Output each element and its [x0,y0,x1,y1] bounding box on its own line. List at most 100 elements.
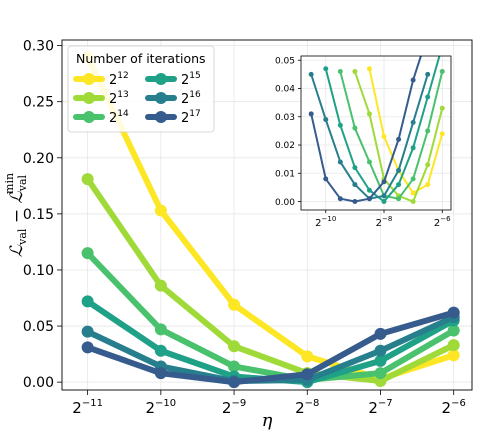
inset-x-tick-label-base: 2 [315,218,321,229]
inset-data-point [352,125,358,131]
main-x-tick-label-base: 2 [295,399,305,417]
main-data-point [81,247,94,260]
main-x-tick-label-base: 2 [222,399,232,417]
main-x-tick-label-base: 2 [72,399,82,417]
inset-data-point [381,193,387,199]
legend-entry-label-exp: 14 [117,109,129,119]
main-x-tick-label-exp: −9 [231,398,246,409]
main-x-tick-label: 2−10 [146,398,177,417]
legend-title: Number of iterations [76,51,206,66]
inset-series-3 [323,56,441,205]
y-axis-label-l1: ℒ [7,244,27,257]
inset-data-point [410,199,416,205]
legend-entry-5: 217 [145,109,201,126]
main-data-point [301,368,314,381]
legend-entry-3: 215 [145,71,201,88]
inset-data-point [396,196,402,202]
inset-plot: 0.000.010.020.030.040.05 2−10 2−8 2−6 [275,55,452,229]
main-series-group [81,50,460,389]
main-y-tick-label: 0.00 [23,375,54,391]
legend-swatch-marker [83,111,95,123]
legend-box [67,45,215,133]
inset-ticks [298,59,443,213]
inset-x-tick-label: 2−10 [315,215,336,229]
main-x-tick-label-exp: −10 [155,398,176,409]
inset-data-point [323,66,329,72]
inset-data-point [337,196,343,202]
legend-entry-label-base: 2 [109,92,117,107]
main-y-tick-labels: 0.00 0.05 0.10 0.15 0.20 0.25 0.30 [23,39,54,392]
inset-data-point [410,190,416,196]
main-data-point [228,340,241,353]
inset-data-point [425,162,431,168]
inset-data-point [366,111,372,117]
inset-data-point [352,69,358,75]
inset-series-line [368,67,444,195]
inset-data-point [337,69,343,75]
main-x-tick-label-base: 2 [146,399,156,417]
inset-x-tick-label-exp: −6 [440,215,451,223]
inset-data-point [366,159,372,165]
main-data-point [447,306,460,319]
inset-y-tick-label: 0.05 [275,56,295,66]
legend-entry-label: 214 [109,109,129,126]
main-x-tick-label-base: 2 [368,399,378,417]
main-data-point [447,349,460,362]
main-series-line [84,250,457,383]
inset-data-point [439,131,445,137]
legend-swatch-marker [83,73,95,85]
main-y-tick-label: 0.25 [23,95,54,111]
main-x-tick-labels: 2−11 2−10 2−9 2−8 2−7 2−6 [72,398,466,417]
inset-y-tick-label: 0.02 [275,141,295,151]
x-axis-label: η [262,410,273,431]
main-data-point [374,327,387,340]
inset-data-point [352,182,358,188]
legend-entry-label-base: 2 [109,111,117,126]
inset-data-point [366,66,372,72]
legend-entry-label-exp: 17 [189,109,200,119]
main-data-point [447,324,460,337]
inset-data-point [337,122,343,128]
main-plot-frame [61,39,473,391]
main-y-tick-label: 0.15 [23,207,54,223]
inset-y-tick-label: 0.03 [275,113,295,123]
main-data-point [154,367,167,380]
main-x-tick-label-base: 2 [442,399,452,417]
main-x-tick-label: 2−7 [368,398,392,417]
inset-series-5 [308,56,422,205]
inset-data-point [425,128,431,134]
legend-entry-label: 213 [109,90,129,107]
inset-data-point [381,134,387,140]
inset-grid [301,56,451,210]
main-x-tick-label: 2−8 [295,398,319,417]
inset-data-point [396,182,402,188]
main-data-point [81,325,94,338]
main-data-point [81,173,94,186]
main-x-tick-label-exp: −6 [451,398,466,409]
y-axis-label-sub1: val [16,228,29,246]
inset-x-tick-labels: 2−10 2−8 2−6 [315,215,451,229]
inset-y-tick-label: 0.01 [275,170,295,180]
main-series-line [84,176,457,385]
main-data-point [154,344,167,357]
legend-swatch-marker [155,73,167,85]
legend-entry-label-base: 2 [181,73,189,88]
inset-data-point [396,136,402,142]
legend-entry-label: 212 [109,71,129,88]
inset-data-point [308,111,314,117]
main-data-point [447,339,460,352]
main-data-point [301,350,314,363]
inset-data-point [323,176,329,182]
main-x-tick-label: 2−9 [222,398,246,417]
y-axis-label-sup: min [3,173,16,194]
inset-data-point [352,165,358,171]
inset-data-point [396,167,402,173]
legend-entry-label-exp: 16 [189,90,201,100]
main-data-point [374,354,387,367]
inset-series-line [339,70,444,200]
main-data-point [374,367,387,380]
inset-data-point [381,179,387,185]
legend-entry-label-exp: 12 [117,71,128,81]
